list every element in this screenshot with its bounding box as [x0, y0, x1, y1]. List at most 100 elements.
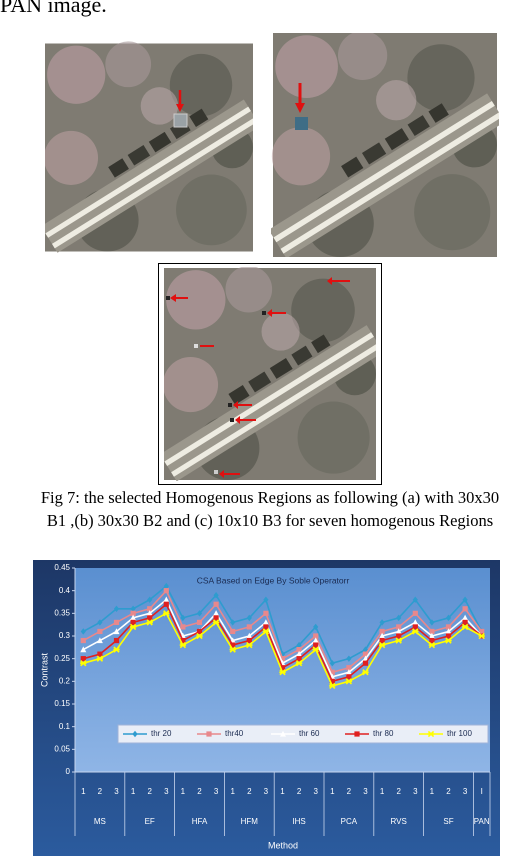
x-tick-label: 2 [347, 787, 352, 796]
data-point [429, 619, 435, 626]
data-point [295, 660, 303, 667]
data-point [462, 606, 468, 612]
data-point [229, 646, 236, 653]
data-point [80, 660, 87, 667]
x-tick-label: 1 [81, 787, 86, 796]
data-point [130, 619, 136, 625]
x-tick-label: 3 [264, 787, 269, 796]
x-tick-label: 1 [280, 787, 285, 796]
data-point [180, 624, 186, 630]
data-point [212, 619, 220, 626]
data-point [279, 665, 286, 671]
data-point [412, 624, 418, 630]
data-point [412, 610, 418, 616]
x-tick-label: 2 [147, 787, 152, 796]
x-tick-label: 3 [164, 787, 169, 796]
x-tick-label: 1 [181, 787, 186, 796]
data-point [196, 619, 203, 625]
legend-marker [427, 730, 435, 738]
x-tick-label: 3 [114, 787, 119, 796]
data-point [130, 614, 137, 621]
x-group-label: HFM [241, 817, 259, 826]
y-tick-label: 0.2 [59, 676, 71, 685]
x-axis-title: Method [268, 840, 298, 850]
data-point [445, 614, 452, 622]
data-point [462, 596, 468, 603]
x-tick-label: 1 [380, 787, 385, 796]
legend-label: thr 60 [299, 729, 320, 738]
data-point [395, 628, 402, 635]
data-point [445, 624, 452, 630]
data-point [146, 610, 153, 616]
x-tick-label: 1 [330, 787, 335, 796]
data-point [378, 641, 386, 649]
data-point [412, 596, 418, 603]
data-point [97, 651, 103, 657]
data-point [313, 642, 319, 648]
data-point [429, 637, 435, 644]
data-point [396, 633, 402, 639]
x-tick-label: 1 [230, 787, 235, 796]
data-point [379, 628, 385, 635]
data-point [196, 628, 203, 635]
x-tick-label: 2 [396, 787, 401, 796]
legend-label: thr 80 [373, 729, 394, 738]
data-point [113, 646, 120, 653]
legend-label: thr 20 [151, 729, 172, 738]
data-point [246, 624, 252, 630]
data-point [379, 637, 385, 644]
legend-box [117, 724, 489, 744]
y-tick-label: 0.15 [54, 699, 70, 708]
data-point [345, 678, 353, 685]
x-tick-label: 2 [446, 787, 451, 796]
data-point [146, 619, 153, 626]
data-point [479, 628, 485, 635]
data-point [262, 619, 269, 625]
data-point [263, 624, 269, 630]
y-tick-label: 0.35 [54, 608, 70, 617]
legend-marker [354, 731, 360, 737]
data-point [213, 601, 219, 607]
data-point [113, 637, 120, 644]
data-point [213, 610, 220, 616]
data-point [395, 637, 402, 644]
legend-label: thr 100 [447, 729, 472, 738]
data-point [296, 656, 302, 662]
data-point [80, 656, 86, 662]
body-text: PAN image. [0, 0, 107, 17]
data-point [428, 641, 436, 649]
data-point [179, 641, 187, 649]
legend-marker [132, 730, 138, 738]
data-point [246, 637, 252, 644]
image-a [45, 41, 253, 253]
y-tick-label: 0.4 [59, 586, 71, 595]
x-tick-label: 2 [297, 787, 302, 796]
x-tick-label: 2 [98, 787, 103, 796]
y-tick-label: 0 [66, 767, 71, 776]
data-point [129, 623, 137, 631]
data-point [80, 646, 87, 653]
data-point [312, 646, 319, 653]
data-point [412, 628, 419, 635]
data-point [346, 655, 352, 662]
y-axis-title: Contrast [39, 652, 49, 687]
data-point [279, 669, 286, 676]
legend-marker [280, 730, 286, 737]
data-point [329, 678, 335, 684]
legend-label: thr40 [225, 729, 244, 738]
x-group-label: PCA [341, 817, 358, 826]
data-point [296, 647, 302, 653]
data-point [80, 628, 86, 635]
data-point [163, 596, 170, 603]
data-point [263, 596, 269, 603]
data-point [329, 669, 335, 675]
data-point [445, 628, 452, 635]
data-point [80, 637, 86, 644]
x-tick-label: I [481, 787, 483, 796]
x-tick-label: 3 [214, 787, 219, 796]
data-point [262, 628, 270, 635]
y-tick-label: 0.45 [54, 563, 70, 572]
data-point [379, 619, 385, 626]
data-point [461, 623, 469, 631]
data-point [163, 610, 170, 617]
